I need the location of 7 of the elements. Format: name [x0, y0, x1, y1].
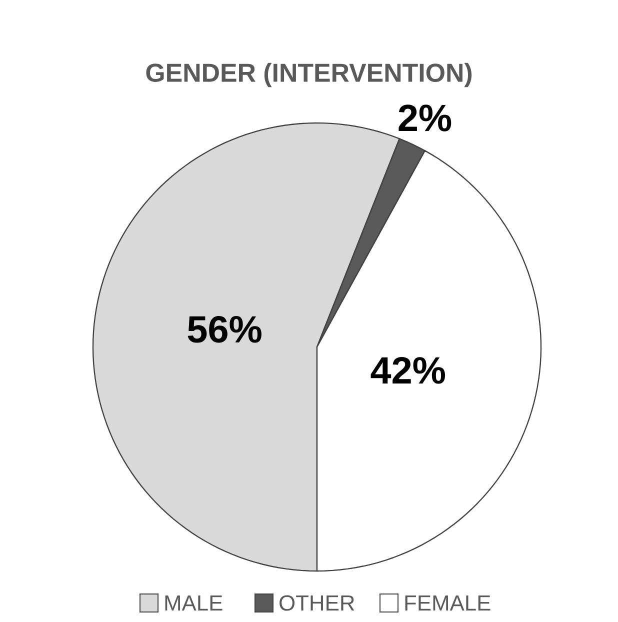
- legend-label: FEMALE: [405, 595, 490, 611]
- legend-label: MALE: [165, 595, 222, 611]
- chart-title: GENDER (INTERVENTION): [146, 62, 472, 88]
- legend-label: OTHER: [280, 595, 354, 611]
- data-label: 56%: [188, 316, 262, 343]
- data-label: 2%: [398, 104, 452, 132]
- data-label: 42%: [370, 357, 446, 384]
